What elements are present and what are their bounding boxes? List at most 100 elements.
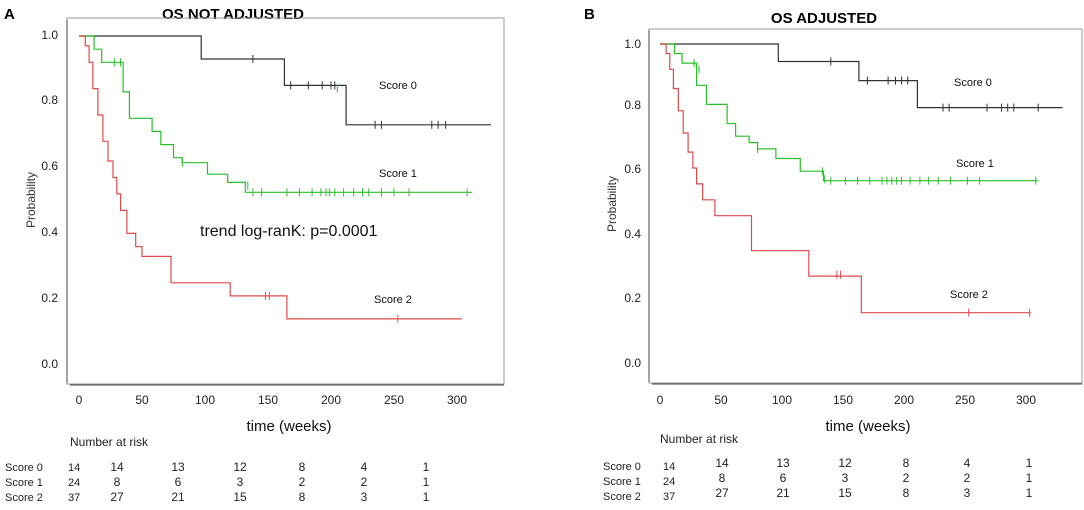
panel-a-risk-cell: 12 <box>233 460 247 474</box>
panel-b-risk-cell: 13 <box>776 456 790 470</box>
panel-a-ytick-label: 1.0 <box>41 28 58 42</box>
panel-a-xtick-label: 150 <box>258 393 278 407</box>
panel-a-ytick-label: 0.6 <box>41 159 58 173</box>
panel-a-risk-cell: 8 <box>114 475 121 489</box>
panel-b-y-ticks: 0.0 0.2 0.4 0.6 0.8 1.0 <box>624 37 641 370</box>
panel-a-series-label-score1: Score 1 <box>379 168 417 180</box>
panel-b-ytick-label: 0.0 <box>624 356 641 370</box>
panel-b-risk-cell: 27 <box>715 486 729 500</box>
panel-a-risk-cell: 8 <box>299 460 306 474</box>
panel-a-risk-cell: 27 <box>110 490 124 504</box>
panel-a-risk-cell: 8 <box>299 490 306 504</box>
panel-b-risk-cell: 8 <box>903 456 910 470</box>
panel-b-risk-cell: 12 <box>838 456 852 470</box>
panel-a-risk-cell: 1 <box>423 475 430 489</box>
panel-b-risk-cell: 8 <box>719 471 726 485</box>
panel-b-series-label-score2: Score 2 <box>950 289 988 301</box>
panel-b-x-axis-title: time (weeks) <box>825 418 910 435</box>
panel-b-risk-cell: 2 <box>964 471 971 485</box>
panel-a-curves <box>79 35 491 323</box>
panel-b-ytick-label: 1.0 <box>624 37 641 51</box>
panel-a-letter: A <box>4 6 15 23</box>
panel-a-risk-cell: 15 <box>233 490 247 504</box>
panel-a-xtick-label: 100 <box>195 393 215 407</box>
panel-b-curve-score1 <box>660 43 1039 182</box>
panel-b-risk-row-label: Score 2 <box>603 491 641 503</box>
panel-b-risk-header: Number at risk <box>660 432 739 446</box>
panel-a-risk-table: Number at risk Score 0 14 14 13 12 8 4 1… <box>5 435 430 504</box>
panel-b-ytick-label: 0.4 <box>624 227 641 241</box>
panel-a-x-ticks: 0 50 100 150 200 250 300 <box>76 393 468 407</box>
panel-a-xtick-label: 0 <box>76 393 83 407</box>
panel-a-risk-cell: 6 <box>175 475 182 489</box>
panel-b-risk-cell: 1 <box>1026 486 1033 500</box>
panel-b-series-label-score1: Score 1 <box>956 158 994 170</box>
panel-a-ytick-label: 0.0 <box>41 357 58 371</box>
panel-b-xtick-label: 100 <box>772 393 792 407</box>
panel-a-logrank-annotation: trend log-ranK: p=0.0001 <box>200 223 378 240</box>
panel-b-title: OS ADJUSTED <box>771 10 877 27</box>
panel-a-curve-score2 <box>79 35 462 320</box>
panel-a-risk-row-label: Score 2 <box>5 492 43 504</box>
panel-b-ytick-label: 0.2 <box>624 291 641 305</box>
panel-a-x-axis-title: time (weeks) <box>246 418 331 435</box>
panel-a-ytick-label: 0.2 <box>41 291 58 305</box>
panel-a-risk-cell: 3 <box>237 475 244 489</box>
panel-b-risk-cell: 21 <box>776 486 790 500</box>
panel-a-risk-cell: 21 <box>171 490 185 504</box>
panel-b-risk-n0: 14 <box>663 461 675 473</box>
panel-a-risk-n0: 24 <box>68 477 80 489</box>
panel-b-letter: B <box>584 6 595 23</box>
panel-a-curve-score0 <box>79 35 491 126</box>
panel-b-risk-cell: 15 <box>838 486 852 500</box>
panel-b-risk-cell: 1 <box>1026 471 1033 485</box>
panel-b-series-label-score0: Score 0 <box>954 77 992 89</box>
panel-b-xtick-label: 150 <box>833 393 853 407</box>
panel-b-curve-score0 <box>660 43 1063 109</box>
panel-b-risk-cell: 1 <box>1026 456 1033 470</box>
panel-a-risk-cell: 2 <box>299 475 306 489</box>
panel-b-ytick-label: 0.6 <box>624 162 641 176</box>
panel-b-risk-cell: 2 <box>903 471 910 485</box>
panel-b-xtick-label: 200 <box>894 393 914 407</box>
panel-b-risk-row-label: Score 0 <box>603 461 641 473</box>
panel-b-ytick-label: 0.8 <box>624 98 641 112</box>
panel-b-plot-frame <box>648 28 1083 384</box>
panel-a-xtick-label: 200 <box>321 393 341 407</box>
panel-a-series-label-score2: Score 2 <box>374 294 412 306</box>
panel-a-y-axis-title: Probability <box>24 172 38 228</box>
panel-b-risk-cell: 3 <box>842 471 849 485</box>
panel-a-risk-cell: 2 <box>361 475 368 489</box>
panel-a-curve-score1 <box>79 35 473 193</box>
panel-b-xtick-label: 0 <box>657 393 664 407</box>
panel-b-xtick-label: 50 <box>714 393 728 407</box>
panel-a-series-label-score0: Score 0 <box>379 80 417 92</box>
panel-b-curves <box>660 43 1063 317</box>
panel-b-risk-n0: 37 <box>663 491 675 503</box>
panel-b-curve-score2 <box>660 43 1031 314</box>
panel-a-title: OS NOT ADJUSTED <box>162 6 304 23</box>
panel-a-risk-cell: 4 <box>361 460 368 474</box>
panel-a-y-ticks: 0.0 0.2 0.4 0.6 0.8 1.0 <box>41 28 58 371</box>
panel-a-risk-row-label: Score 0 <box>5 462 43 474</box>
panel-b-risk-cell: 14 <box>715 456 729 470</box>
panel-b-risk-cell: 4 <box>964 456 971 470</box>
panel-a-ytick-label: 0.8 <box>41 93 58 107</box>
panel-b-xtick-label: 300 <box>1016 393 1036 407</box>
panel-a-risk-cell: 14 <box>110 460 124 474</box>
panel-b-risk-cell: 8 <box>903 486 910 500</box>
panel-b-y-axis-title: Probability <box>605 176 619 232</box>
panel-a-risk-cell: 1 <box>423 490 430 504</box>
panel-b: B OS ADJUSTED 0 50 100 150 200 250 300 0… <box>584 6 1083 503</box>
panel-a-risk-header: Number at risk <box>70 435 149 449</box>
panel-b-risk-cell: 6 <box>780 471 787 485</box>
panel-a-risk-row-label: Score 1 <box>5 477 43 489</box>
panel-a-xtick-label: 250 <box>384 393 404 407</box>
panel-b-risk-row-label: Score 1 <box>603 476 641 488</box>
panel-a-risk-cell: 1 <box>423 460 430 474</box>
panel-a-risk-cell: 3 <box>361 490 368 504</box>
panel-a-xtick-label: 300 <box>447 393 467 407</box>
panel-a-risk-n0: 37 <box>68 492 80 504</box>
panel-a-ytick-label: 0.4 <box>41 225 58 239</box>
panel-b-xtick-label: 250 <box>955 393 975 407</box>
